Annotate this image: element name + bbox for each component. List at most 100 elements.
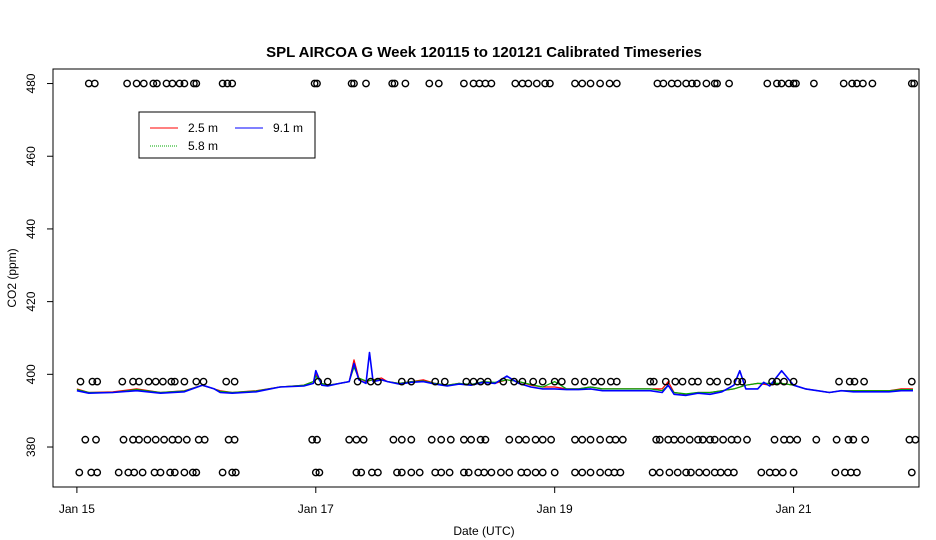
flag-point <box>397 435 406 444</box>
flag-point <box>151 435 160 444</box>
flag-point <box>76 377 85 386</box>
flag-point <box>189 79 198 88</box>
flag-point <box>571 435 579 444</box>
flag-point <box>861 435 870 444</box>
flag-point <box>550 468 559 477</box>
flag-point <box>713 377 721 386</box>
flag-point <box>407 377 416 386</box>
flag-point <box>510 377 518 386</box>
flag-point <box>770 435 779 444</box>
flag-point <box>730 468 738 477</box>
flag-point <box>692 79 701 88</box>
flag-point <box>390 79 399 88</box>
flag-point <box>777 79 786 88</box>
flag-point <box>200 435 209 444</box>
flag-point <box>524 79 533 88</box>
flag-point <box>464 468 473 477</box>
flag-point <box>706 377 714 386</box>
flag-point <box>459 79 468 88</box>
flag-point <box>538 468 547 477</box>
flag-point <box>90 79 99 88</box>
flag-point <box>345 435 354 444</box>
flag-point <box>655 435 664 444</box>
flag-point <box>139 79 148 88</box>
series-layer <box>76 351 913 397</box>
flag-point <box>586 435 595 444</box>
flag-point <box>505 468 514 477</box>
flag-point <box>716 468 725 477</box>
flag-point <box>522 435 530 444</box>
flag-point <box>670 435 678 444</box>
flag-point <box>671 377 680 386</box>
flag-point <box>228 468 237 477</box>
flag-point <box>596 468 604 477</box>
flag-point <box>698 435 707 444</box>
flag-point <box>531 435 540 444</box>
flag-point <box>308 435 317 444</box>
flag-point <box>733 435 742 444</box>
flag-point <box>907 377 916 386</box>
flag-point <box>123 79 132 88</box>
flag-point <box>160 435 169 444</box>
flag-point <box>618 435 627 444</box>
flag-point <box>315 468 324 477</box>
legend-label-2-5m: 2.5 m <box>188 121 218 135</box>
flag-point <box>192 377 201 386</box>
legend-label-5-8m: 5.8 m <box>188 139 218 153</box>
flag-point <box>313 79 321 88</box>
flag-point <box>144 377 153 386</box>
flag-point <box>434 79 443 88</box>
flag-point <box>743 435 751 444</box>
flag-point <box>845 377 854 386</box>
flag-point <box>228 79 237 88</box>
flag-point <box>773 79 781 88</box>
flag-point <box>362 79 370 88</box>
flag-point <box>158 377 167 386</box>
flag-point <box>612 377 621 386</box>
flag-point <box>789 468 798 477</box>
flag-point <box>763 79 772 88</box>
flag-point <box>702 468 711 477</box>
flag-point <box>532 79 541 88</box>
flag-point <box>167 377 176 386</box>
flag-point <box>313 435 321 444</box>
flag-point <box>440 377 449 386</box>
flag-point <box>907 468 916 477</box>
flag-point <box>425 79 434 88</box>
flag-point <box>646 377 655 386</box>
flag-point <box>695 468 704 477</box>
flag-point <box>546 79 554 88</box>
flag-point <box>135 435 143 444</box>
flag-point <box>347 79 356 88</box>
flag-point <box>88 377 97 386</box>
flag-point <box>571 79 579 88</box>
flag-point <box>596 435 604 444</box>
flag-point <box>831 468 840 477</box>
flag-point <box>518 377 527 386</box>
flag-point <box>314 377 323 386</box>
flag-point <box>812 435 821 444</box>
flag-point <box>114 468 123 477</box>
flag-point <box>138 468 147 477</box>
flag-point <box>132 79 141 88</box>
flag-point <box>859 79 867 88</box>
flag-point <box>616 468 625 477</box>
flag-point <box>218 468 227 477</box>
flag-point <box>611 435 620 444</box>
flag-point <box>702 79 711 88</box>
flag-point <box>156 468 165 477</box>
legend: 2.5 m 9.1 m 5.8 m <box>138 111 316 159</box>
y-tick-label: 460 <box>24 146 38 166</box>
flag-point <box>323 377 332 386</box>
flag-point <box>652 435 661 444</box>
flag-point <box>661 377 670 386</box>
flag-point <box>835 377 843 386</box>
flag-point <box>571 468 579 477</box>
x-tick-label: Jan 15 <box>59 502 95 516</box>
flag-point <box>366 377 375 386</box>
flag-point <box>793 435 802 444</box>
flag-point <box>476 377 485 386</box>
flag-point <box>810 79 818 88</box>
flag-point <box>487 79 496 88</box>
